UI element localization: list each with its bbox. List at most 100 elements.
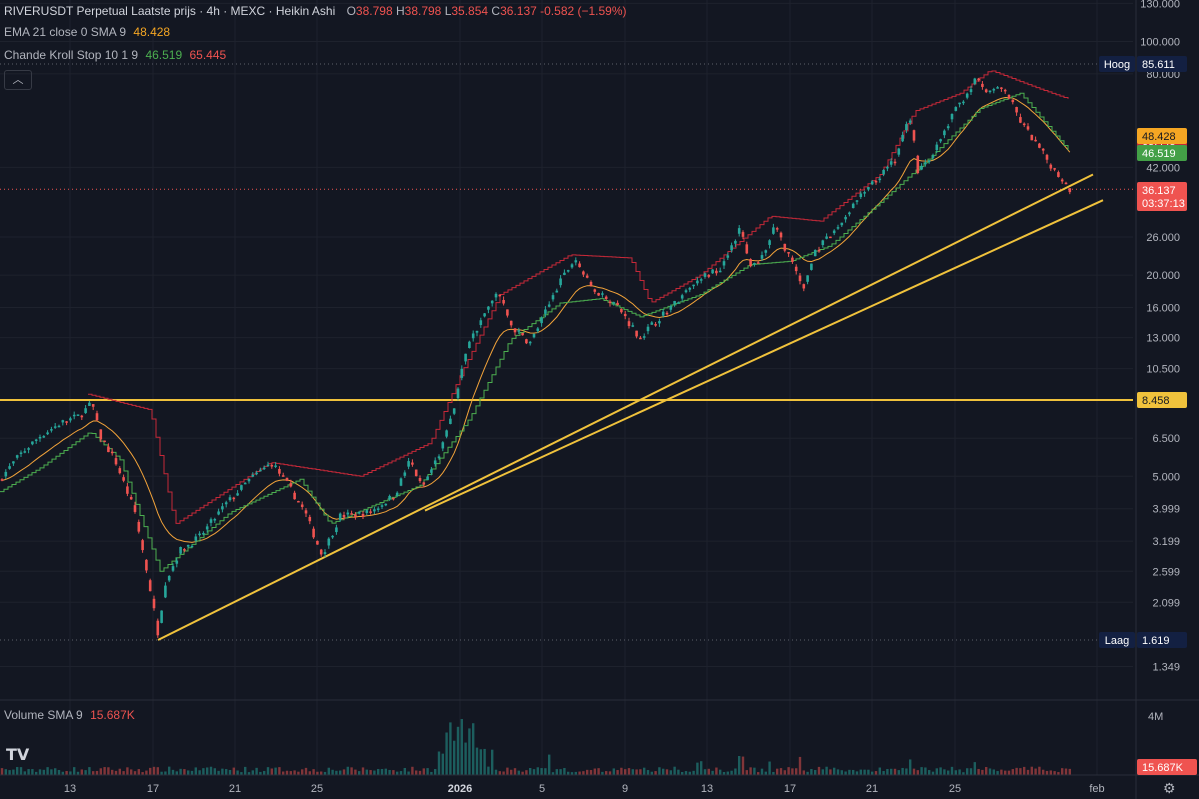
volume-bar (662, 768, 665, 775)
volume-bar (874, 771, 878, 775)
volume-bar (969, 768, 973, 775)
volume-bar (1000, 769, 1003, 775)
candle-body (794, 266, 798, 272)
volume-bar (700, 761, 703, 775)
volume-bar (297, 771, 300, 775)
ema-legend[interactable]: EMA 21 close 0 SMA 9 48.428 (4, 25, 170, 39)
volume-bar (137, 769, 140, 775)
candle-body (449, 418, 452, 424)
volume-bar (833, 767, 836, 775)
candle-body (886, 166, 889, 169)
candle-body (319, 549, 323, 555)
candle-body (490, 300, 494, 304)
candle-body (369, 511, 372, 513)
candle-body (1007, 94, 1011, 99)
chande-kroll-legend[interactable]: Chande Kroll Stop 10 1 9 46.519 65.445 (4, 48, 226, 62)
volume-bar (760, 768, 764, 775)
candle-body (236, 493, 239, 496)
price-label-text: 36.137 (1142, 185, 1176, 197)
volume-bar (798, 756, 802, 775)
candle-body (91, 404, 95, 407)
volume-bar (962, 772, 965, 775)
candle-body (836, 227, 840, 229)
x-tick-label: 13 (64, 783, 76, 795)
volume-bar (1007, 770, 1011, 775)
candle-body (141, 540, 144, 551)
volume-bar (513, 768, 517, 775)
volume-bar (574, 771, 577, 775)
x-tick-label: feb (1089, 783, 1104, 795)
candle-body (114, 458, 118, 465)
candle-body (441, 442, 445, 449)
candle-body (946, 126, 950, 129)
candle-body (699, 279, 703, 281)
symbol-legend: RIVERUSDT Perpetual Laatste prijs · 4h ·… (4, 4, 627, 18)
volume-bar (901, 767, 904, 775)
settings-gear-icon[interactable]: ⚙ (1163, 780, 1176, 796)
candle-body (198, 533, 201, 536)
candle-body (107, 446, 110, 453)
candle-body (323, 552, 327, 554)
tradingview-logo-icon[interactable]: TV (6, 745, 30, 764)
volume-bar (1045, 770, 1049, 775)
candle-body (53, 426, 57, 428)
candle-body (118, 468, 122, 474)
volume-bar (396, 771, 399, 775)
candle-body (338, 513, 342, 520)
volume-legend[interactable]: Volume SMA 9 15.687K (4, 708, 135, 722)
volume-bar (111, 769, 114, 775)
candle-body (1022, 123, 1026, 126)
volume-bar (8, 770, 11, 775)
candle-body (772, 227, 775, 234)
candle-body (745, 244, 749, 254)
trend-line (157, 173, 1094, 641)
volume-bar (380, 769, 384, 775)
x-tick-label: 17 (784, 783, 796, 795)
candle-body (692, 284, 695, 287)
candle-body (889, 161, 893, 165)
candle-body (825, 236, 828, 239)
chart-grid (0, 0, 1133, 775)
volume-bar (69, 771, 72, 775)
volume-bar (92, 771, 95, 775)
ema-value: 48.428 (133, 25, 171, 39)
volume-bar (156, 767, 159, 775)
price-label-text: 85.611 (1142, 59, 1175, 71)
candle-body (984, 89, 988, 93)
volume-bar (947, 770, 950, 775)
volume-bar (126, 767, 129, 775)
candle-body (23, 451, 27, 453)
volume-bar (88, 767, 91, 775)
volume-bar (977, 768, 980, 775)
volume-bar (852, 769, 855, 775)
volume-bar (814, 769, 817, 775)
volume-bar (719, 769, 722, 775)
volume-bar (483, 748, 486, 775)
x-tick-label: 9 (622, 783, 628, 795)
candle-body (468, 341, 471, 349)
volume-bar (54, 768, 57, 775)
candle-body (365, 510, 369, 513)
candle-body (228, 497, 232, 501)
candle-body (1045, 154, 1049, 160)
symbol-title[interactable]: RIVERUSDT Perpetual Laatste prijs · 4h ·… (4, 4, 336, 18)
candle-body (0, 479, 4, 481)
trend-line (424, 199, 1104, 512)
candle-body (392, 497, 395, 500)
price-label-text: 48.428 (1142, 131, 1176, 143)
volume-bar (768, 761, 771, 775)
candle-body (160, 610, 163, 623)
candle-body (703, 273, 707, 277)
candle-body (669, 306, 673, 310)
candle-body (266, 464, 270, 467)
volume-bar (650, 771, 653, 775)
volume-bar (673, 766, 676, 775)
candle-body (65, 421, 68, 423)
candles (0, 77, 1072, 638)
volume-bar (677, 769, 680, 775)
volume-bar (525, 770, 528, 775)
candle-body (243, 482, 247, 485)
volume-bar (304, 767, 308, 775)
collapse-legend-button[interactable]: ︿ (4, 70, 32, 90)
